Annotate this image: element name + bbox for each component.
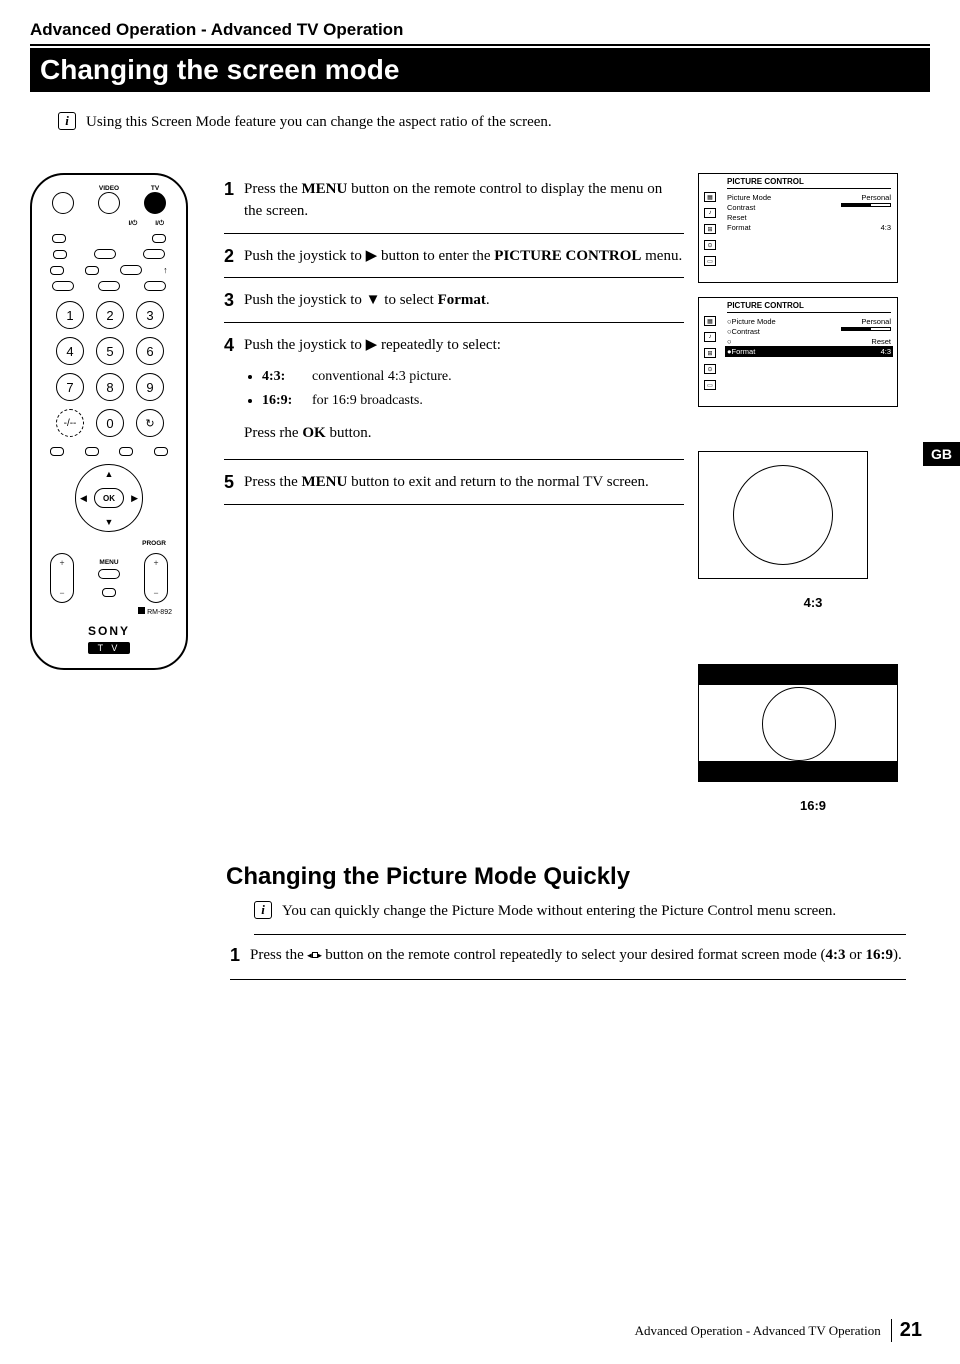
steps-list: 1 Press the MENU button on the remote co… bbox=[224, 173, 684, 511]
tv-label: TV bbox=[144, 185, 166, 192]
section-2-intro: You can quickly change the Picture Mode … bbox=[282, 901, 836, 922]
page-number: 21 bbox=[891, 1319, 922, 1342]
step-3: 3 Push the joystick to ▼ to select Forma… bbox=[224, 284, 684, 323]
brand-logo: SONY bbox=[40, 624, 178, 638]
osd-screenshot-1: ▦♪⊞⊙▭ PICTURE CONTROL Picture ModePerson… bbox=[698, 173, 898, 283]
tv-4-3-diagram bbox=[698, 451, 868, 579]
section-2-step-text: Press the button on the remote control r… bbox=[250, 945, 906, 967]
breadcrumb: Advanced Operation - Advanced TV Operati… bbox=[30, 20, 930, 46]
ratio-4-3-label: 4:3 bbox=[698, 595, 928, 610]
tv-16-9-diagram bbox=[698, 664, 898, 782]
model-number: RM-892 bbox=[147, 609, 172, 616]
step-5: 5 Press the MENU button to exit and retu… bbox=[224, 466, 684, 505]
step-2-text: Push the joystick to ▶ button to enter t… bbox=[244, 246, 684, 268]
power-label-2: I/⏻ bbox=[155, 220, 164, 228]
osd-screenshot-2: ▦♪⊞⊙▭ PICTURE CONTROL ○ Picture ModePers… bbox=[698, 297, 898, 407]
number-pad: 123 456 789 -/--0↻ bbox=[40, 297, 178, 441]
step-4-text: Push the joystick to ▶ repeatedly to sel… bbox=[244, 335, 684, 449]
step-2: 2 Push the joystick to ▶ button to enter… bbox=[224, 240, 684, 279]
section-2: Changing the Picture Mode Quickly i You … bbox=[226, 863, 906, 980]
intro-text: Using this Screen Mode feature you can c… bbox=[86, 112, 552, 133]
section-2-title: Changing the Picture Mode Quickly bbox=[226, 863, 630, 891]
format-icon bbox=[308, 951, 322, 961]
info-icon-2: i bbox=[254, 901, 272, 919]
gb-tab: GB bbox=[923, 442, 960, 466]
remote-control-diagram: . VIDEO TV I/⏻ I/⏻ ↑ 123 456 789 -/--0↻ … bbox=[30, 173, 188, 670]
video-label: VIDEO bbox=[98, 185, 120, 192]
ratio-16-9-label: 16:9 bbox=[698, 798, 928, 813]
step-3-text: Push the joystick to ▼ to select Format. bbox=[244, 290, 684, 312]
step-1-text: Press the MENU button on the remote cont… bbox=[244, 179, 684, 223]
ok-button: OK bbox=[94, 488, 124, 508]
progr-label: PROGR bbox=[40, 540, 178, 547]
step-4: 4 Push the joystick to ▶ repeatedly to s… bbox=[224, 329, 684, 460]
power-label: I/⏻ bbox=[128, 220, 137, 228]
volume-rocker: +− bbox=[50, 553, 74, 603]
prog-rocker: +− bbox=[144, 553, 168, 603]
tv-badge: T V bbox=[88, 642, 131, 654]
step-1: 1 Press the MENU button on the remote co… bbox=[224, 173, 684, 234]
page-title: Changing the screen mode bbox=[30, 48, 930, 92]
menu-label: MENU bbox=[99, 559, 118, 566]
info-icon: i bbox=[58, 112, 76, 130]
page-footer: Advanced Operation - Advanced TV Operati… bbox=[635, 1319, 922, 1342]
right-column: ▦♪⊞⊙▭ PICTURE CONTROL Picture ModePerson… bbox=[698, 173, 928, 813]
joystick: ▲ ▼ ◀ ▶ OK bbox=[75, 464, 143, 532]
step-5-text: Press the MENU button to exit and return… bbox=[244, 472, 684, 494]
